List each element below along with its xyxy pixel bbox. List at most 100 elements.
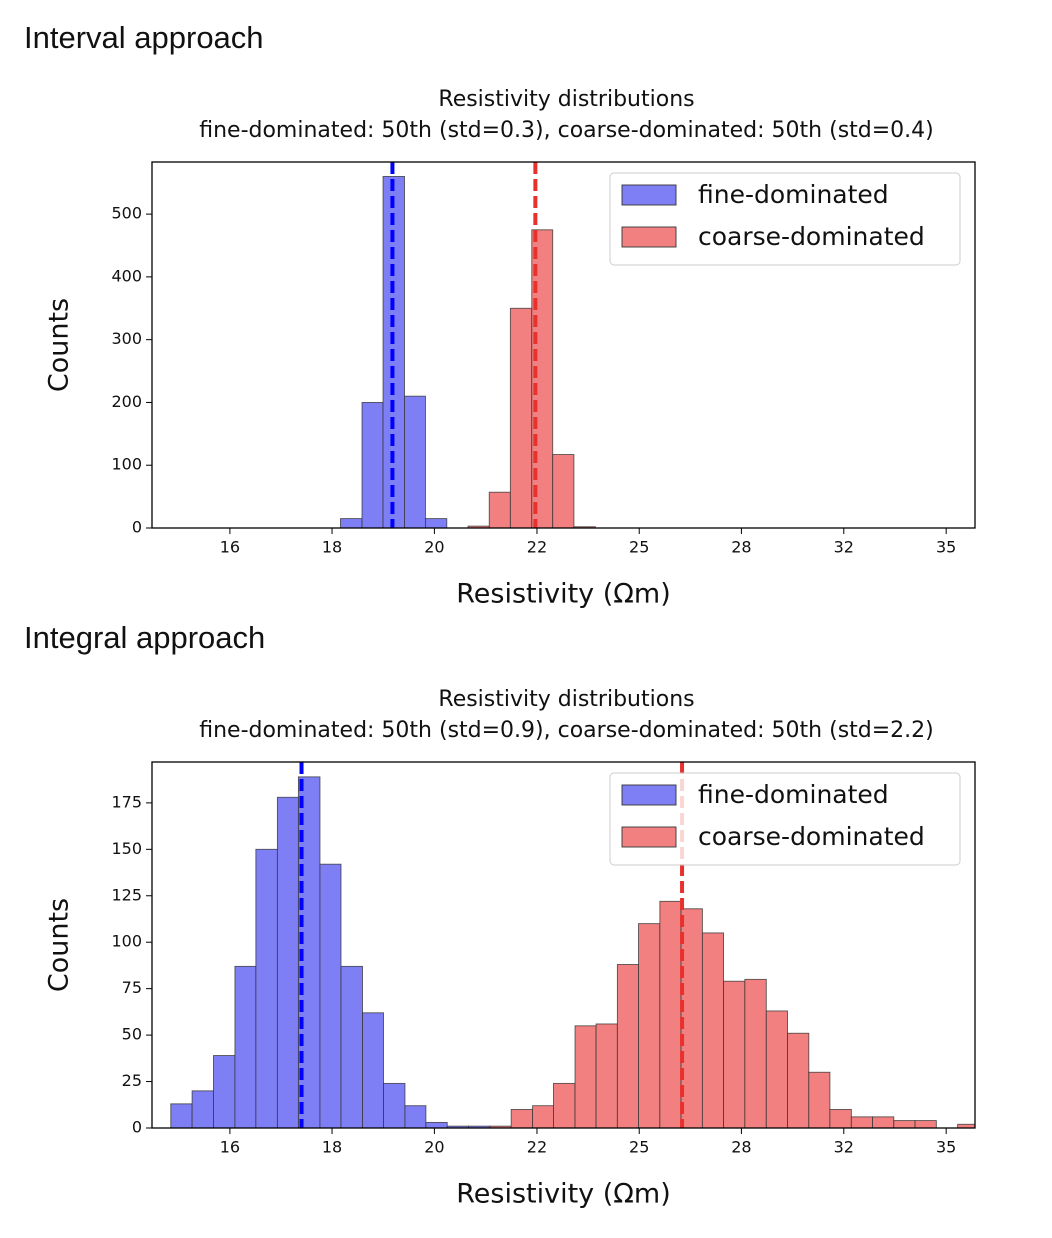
legend: fine-dominated coarse-dominated	[609, 772, 961, 866]
legend-swatch	[621, 826, 677, 848]
hist-bar	[276, 796, 299, 1128]
x-tick-label: 35	[936, 1138, 956, 1157]
chart: Interval approach Resistivity distributio…	[24, 20, 976, 610]
legend-label: fine-dominated	[698, 180, 889, 209]
axes-frame	[151, 761, 976, 1129]
hist-bar	[616, 964, 639, 1128]
x-tick-label: 28	[731, 1138, 751, 1157]
hist-bar	[510, 1108, 534, 1128]
x-tick-label: 18	[322, 1138, 342, 1157]
hist-bar	[552, 454, 575, 528]
hist-bar	[893, 1120, 916, 1128]
y-tick-label: 150	[111, 839, 142, 858]
hist-bar	[553, 1082, 576, 1128]
hist-bar	[957, 1123, 975, 1128]
hist-bar	[574, 1025, 597, 1128]
y-tick-label: 0	[132, 518, 142, 537]
hist-bar	[362, 1012, 384, 1128]
hist-bar	[808, 1071, 831, 1128]
hist-bar	[765, 1010, 788, 1128]
hist-bar	[170, 1103, 193, 1128]
legend: fine-dominated coarse-dominated	[609, 172, 961, 266]
plot-area	[340, 162, 596, 528]
legend-box	[609, 172, 961, 266]
legend-label: coarse-dominated	[698, 822, 925, 851]
chart: Integral approach Resistivity distributio…	[24, 620, 976, 1210]
y-tick-label: 175	[111, 792, 142, 811]
x-tick-label: 28	[731, 538, 751, 557]
section-heading: Interval approach	[24, 20, 264, 55]
legend-swatch	[621, 784, 677, 806]
chart-subtitle: fine-dominated: 50th (std=0.3), coarse-d…	[199, 118, 934, 143]
y-tick-label: 300	[111, 329, 142, 348]
hist-bar	[234, 965, 257, 1128]
x-tick-label: 35	[936, 538, 956, 557]
x-tick-label: 16	[220, 1138, 240, 1157]
hist-bar	[532, 1105, 554, 1128]
hist-bar	[340, 518, 363, 528]
x-tick-label: 20	[424, 1138, 444, 1157]
legend-swatch	[621, 184, 677, 206]
y-tick-label: 50	[122, 1025, 142, 1044]
y-axis-label: Counts	[44, 298, 75, 392]
y-tick-label: 100	[111, 455, 142, 474]
hist-bar	[191, 1090, 214, 1128]
hist-bar	[723, 980, 746, 1128]
x-tick-label: 32	[834, 538, 854, 557]
hist-bar	[213, 1055, 236, 1128]
hist-bar	[850, 1116, 873, 1128]
x-tick-label: 18	[322, 538, 342, 557]
hist-bar	[914, 1120, 937, 1128]
legend-swatch	[621, 226, 677, 248]
y-tick-label: 500	[111, 204, 142, 223]
legend-label: fine-dominated	[698, 780, 889, 809]
legend-label: coarse-dominated	[698, 222, 925, 251]
hist-bar	[829, 1108, 852, 1128]
y-axis-label: Counts	[44, 898, 75, 992]
y-tick-label: 125	[111, 885, 142, 904]
y-tick-label: 400	[111, 266, 142, 285]
hist-bar	[488, 491, 511, 528]
x-axis-label: Resistivity (Ωm)	[456, 579, 671, 610]
x-tick-label: 22	[527, 1138, 547, 1157]
x-tick-label: 22	[527, 538, 547, 557]
hist-bar	[638, 923, 661, 1128]
plot-area	[170, 762, 975, 1128]
legend-box	[609, 772, 961, 866]
hist-bar	[872, 1116, 895, 1128]
hist-bar	[787, 1032, 810, 1128]
hist-bar	[361, 401, 384, 528]
axes-frame	[151, 161, 976, 529]
y-tick-label: 100	[111, 932, 142, 951]
x-tick-label: 25	[629, 538, 649, 557]
hist-bar	[383, 1082, 406, 1128]
x-axis-label: Resistivity (Ωm)	[456, 1179, 671, 1210]
hist-bar	[255, 848, 278, 1128]
section-heading: Integral approach	[24, 620, 265, 655]
hist-bar	[340, 965, 363, 1128]
hist-bar	[424, 518, 448, 528]
chart-title: Resistivity distributions	[438, 687, 694, 712]
hist-bar	[509, 307, 533, 528]
hist-bar	[701, 932, 725, 1128]
y-tick-label: 200	[111, 392, 142, 411]
y-tick-label: 25	[122, 1071, 142, 1090]
x-tick-label: 25	[629, 1138, 649, 1157]
chart-subtitle: fine-dominated: 50th (std=0.9), coarse-d…	[199, 718, 934, 743]
hist-bar	[595, 1023, 618, 1128]
hist-bar	[404, 1105, 427, 1128]
y-tick-label: 0	[132, 1118, 142, 1137]
x-tick-label: 20	[424, 538, 444, 557]
hist-bar	[680, 908, 703, 1128]
hist-bar	[744, 978, 767, 1128]
hist-bar	[659, 900, 682, 1128]
hist-bar	[319, 863, 342, 1128]
x-tick-label: 32	[834, 1138, 854, 1157]
hist-bar	[425, 1121, 448, 1128]
hist-bar	[404, 395, 426, 528]
y-tick-label: 75	[122, 978, 142, 997]
x-tick-label: 16	[220, 538, 240, 557]
chart-title: Resistivity distributions	[438, 87, 694, 112]
